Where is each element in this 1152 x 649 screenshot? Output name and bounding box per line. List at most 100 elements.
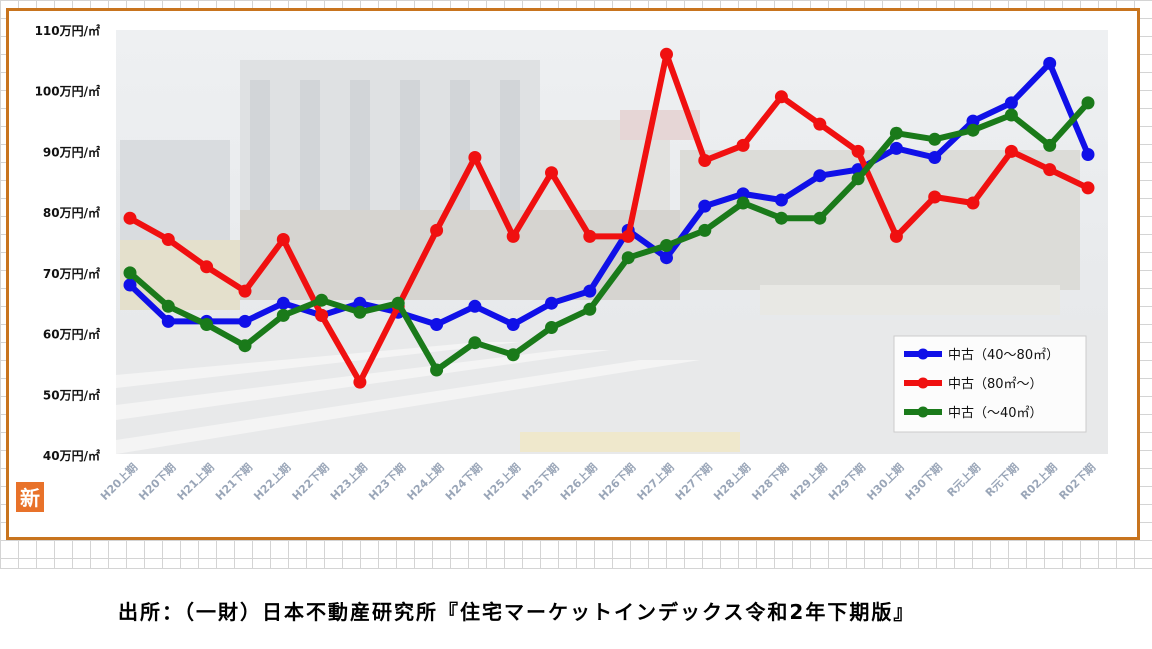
x-tick-label: H30上期 — [864, 460, 907, 503]
data-point — [583, 229, 597, 243]
series-line — [127, 51, 1091, 386]
data-point — [315, 293, 329, 307]
data-point — [698, 223, 712, 237]
data-point — [1043, 56, 1057, 70]
data-point — [889, 126, 903, 140]
x-tick-label: H25上期 — [481, 460, 524, 503]
data-point — [928, 190, 942, 204]
data-point — [621, 251, 635, 265]
x-axis-tick-labels: H20上期H20下期H21上期H21下期H22上期H22下期H23上期H23下期… — [97, 460, 1098, 503]
legend-swatch-marker — [917, 406, 929, 418]
data-point — [468, 299, 482, 313]
data-point — [315, 308, 329, 322]
x-tick-label: H23下期 — [366, 460, 409, 503]
data-point — [238, 314, 252, 328]
data-point — [238, 284, 252, 298]
data-point — [928, 151, 942, 164]
source-note: 出所：（一財）日本不動産研究所『住宅マーケットインデックス令和2年下期版』 — [118, 600, 916, 624]
data-point — [774, 211, 788, 225]
data-point — [545, 296, 558, 310]
series-line — [127, 60, 1091, 328]
data-point — [698, 154, 712, 167]
x-tick-label: H27上期 — [634, 460, 677, 503]
data-point — [276, 308, 290, 322]
data-point — [506, 348, 520, 362]
data-point — [200, 260, 214, 274]
data-point — [736, 138, 750, 152]
x-tick-label: H21上期 — [174, 460, 217, 503]
x-tick-label: H29下期 — [825, 460, 868, 503]
y-tick-label: 40万円/㎡ — [43, 448, 100, 463]
data-point — [1043, 138, 1057, 152]
data-point — [353, 375, 367, 389]
x-tick-label: H20下期 — [136, 460, 179, 503]
y-tick-label: 80万円/㎡ — [43, 205, 100, 220]
data-point — [660, 239, 673, 252]
legend-label: 中古（80㎡～） — [948, 377, 1043, 392]
y-tick-label: 60万円/㎡ — [43, 327, 100, 342]
y-tick-label: 110万円/㎡ — [35, 23, 100, 38]
data-point — [123, 211, 137, 225]
data-point — [928, 132, 942, 146]
data-point — [468, 336, 482, 350]
data-point — [161, 299, 175, 313]
data-point — [851, 172, 865, 186]
legend-swatch-marker — [917, 377, 929, 389]
data-point — [774, 193, 788, 207]
data-point — [123, 266, 137, 280]
data-point — [506, 229, 520, 243]
data-point — [736, 187, 750, 201]
y-tick-label: 90万円/㎡ — [43, 144, 100, 159]
data-point — [1081, 181, 1095, 195]
data-point — [851, 144, 865, 158]
x-tick-label: H22下期 — [289, 460, 332, 503]
x-tick-label: H28上期 — [710, 460, 753, 503]
data-point — [621, 229, 635, 243]
data-point — [813, 117, 827, 131]
series-1 — [123, 47, 1095, 389]
data-point — [238, 339, 252, 353]
data-point — [1004, 108, 1018, 122]
data-point — [660, 47, 673, 61]
data-point — [1081, 148, 1095, 161]
x-tick-label: H28下期 — [749, 460, 792, 503]
data-point — [1043, 163, 1057, 177]
series-0 — [123, 56, 1095, 331]
series-2 — [123, 96, 1095, 377]
data-point — [468, 151, 482, 164]
data-point — [391, 296, 405, 310]
legend: 中古（40～80㎡） 中古（80㎡～） 中古（～40㎡） — [893, 335, 1087, 433]
y-axis-tick-labels: 40万円/㎡ 50万円/㎡ 60万円/㎡ 70万円/㎡ 80万円/㎡ 90万円/㎡ 100万… — [35, 23, 100, 463]
data-point — [583, 302, 597, 316]
x-tick-label: H26上期 — [557, 460, 600, 503]
data-point — [889, 229, 903, 243]
x-tick-label: H27下期 — [672, 460, 715, 503]
data-point — [813, 169, 827, 183]
data-point — [698, 199, 712, 213]
data-point — [353, 305, 367, 319]
data-point — [353, 296, 367, 310]
data-point — [966, 196, 980, 210]
data-point — [200, 318, 214, 331]
data-point — [276, 296, 290, 310]
x-tick-label: H26下期 — [595, 460, 638, 503]
x-tick-label: R元上期 — [944, 460, 983, 499]
x-tick-label: H21下期 — [212, 460, 255, 503]
data-point — [430, 363, 444, 377]
data-point — [966, 123, 980, 137]
legend-label: 中古（40～80㎡） — [948, 348, 1059, 363]
x-tick-label: H20上期 — [97, 460, 140, 503]
data-point — [889, 141, 903, 155]
data-point — [161, 314, 175, 328]
data-point — [545, 166, 558, 180]
data-point — [1081, 96, 1095, 110]
x-tick-label: H24下期 — [442, 460, 485, 503]
data-point — [276, 233, 290, 246]
x-tick-label: R元下期 — [982, 460, 1021, 499]
data-point — [583, 284, 597, 298]
x-tick-label: H23上期 — [327, 460, 370, 503]
y-tick-label: 70万円/㎡ — [43, 266, 100, 281]
x-tick-label: H30下期 — [902, 460, 945, 503]
data-point — [161, 233, 175, 246]
